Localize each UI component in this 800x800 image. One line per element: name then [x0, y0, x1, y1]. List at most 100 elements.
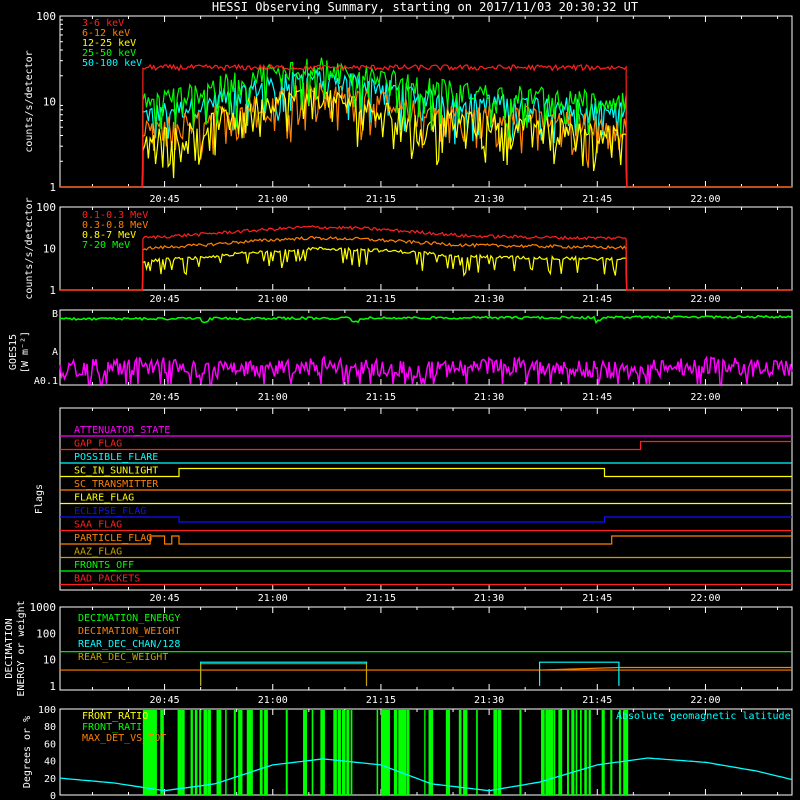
y-axis-label: counts/s/detector: [24, 197, 35, 299]
y-axis-label: Degrees or %: [22, 716, 33, 788]
y-tick-label: 1: [49, 284, 56, 297]
rear-dec-chan-line: [200, 661, 368, 686]
legend-item: DECIMATION_ENERGY: [78, 613, 180, 624]
x-tick-label: 21:00: [258, 392, 288, 403]
series-line: [60, 235, 792, 291]
x-tick-label: 21:30: [474, 194, 504, 205]
front-ratio-bar: [376, 710, 379, 795]
y-axis-label: DECIMATION: [4, 618, 15, 678]
y-tick-label: 80: [44, 722, 56, 733]
y-tick-label: 10: [43, 654, 56, 667]
front-ratio-bar: [160, 710, 164, 795]
y-tick-label: A: [52, 347, 58, 358]
front-ratio-bar: [618, 710, 621, 795]
front-ratio-bar: [177, 710, 182, 795]
series-line: [60, 87, 792, 188]
panels: 20:45 21:00 21:15 21:30 21:45 22:00110100coun…: [4, 10, 793, 800]
y-tick-label: 60: [44, 739, 56, 750]
front-ratio-bar: [216, 710, 222, 795]
series-0-8-7-mev: [60, 246, 792, 291]
series-line: [60, 225, 792, 291]
front-ratio-bar: [194, 710, 198, 795]
x-tick-label: 21:00: [258, 194, 288, 205]
p2-frame: [59, 206, 793, 291]
flag-label: PARTICLE_FLAG: [74, 533, 152, 544]
front-ratio-bar: [341, 710, 346, 795]
y-tick-label: 100: [36, 627, 56, 640]
front-ratio-bar: [566, 710, 569, 795]
front-ratio-bar: [207, 710, 211, 795]
series-50-100-kev: [60, 68, 792, 188]
front-ratio-bar: [380, 710, 386, 795]
front-ratio-bar: [350, 710, 353, 795]
legend-item: DECIMATION_WEIGHT: [78, 626, 180, 637]
series-25-50-kev: [60, 57, 792, 188]
front-ratio-bar: [203, 710, 208, 795]
front-ratio-bars: [142, 710, 629, 795]
flag-label: GAP_FLAG: [74, 439, 122, 450]
front-ratio-bar: [337, 710, 341, 795]
series-12-25-kev: [60, 87, 792, 188]
flag-line: [60, 467, 792, 478]
x-tick-label: 21:00: [258, 695, 288, 706]
front-ratio-bar: [233, 710, 236, 795]
flag-label: FRONTS_OFF: [74, 560, 134, 571]
flag-line: [60, 440, 792, 451]
panel-goes: 20:45 21:00 21:15 21:30 21:45 22:00 A0.1 A B GOES…: [8, 309, 793, 403]
front-ratio-bar: [285, 710, 288, 795]
rear-dec-chan-line: [538, 661, 620, 686]
flag-label: ECLIPSE_FLAG: [74, 506, 146, 517]
flag-label: POSSIBLE_FLARE: [74, 452, 158, 463]
y-tick-label: B: [52, 309, 58, 320]
front-ratio-bar: [458, 710, 462, 795]
p3-frame: [59, 309, 793, 386]
front-ratio-bar: [493, 710, 498, 795]
legend-item: REAR_DEC_WEIGHT: [78, 652, 168, 663]
p6-frame: [59, 708, 793, 796]
front-ratio-bar: [445, 710, 450, 795]
y-tick-label: 1000: [30, 601, 57, 614]
front-ratio-bar: [571, 710, 575, 795]
x-tick-label: 21:15: [366, 593, 396, 604]
front-ratio-bar: [623, 710, 629, 795]
front-ratio-bar: [554, 710, 556, 795]
y-tick-label: 1: [49, 680, 56, 693]
front-ratio-bar: [346, 710, 350, 795]
legend-item: FRONT_RATIO: [82, 722, 148, 733]
goes-short-line: [59, 355, 793, 385]
front-ratio-bar: [238, 710, 243, 795]
front-ratio-bar: [181, 710, 185, 795]
rear-dec-weight-line: [200, 663, 368, 686]
x-tick-label: 21:45: [582, 194, 612, 205]
front-ratio-bar: [558, 710, 563, 795]
legend-item: 0.3-0.8 MeV: [82, 220, 148, 231]
y-axis-unit: [W m⁻²]: [20, 331, 31, 373]
x-tick-label: 21:30: [474, 695, 504, 706]
series-line: [60, 68, 792, 188]
legend-item: MAX_DET_VS_TOT: [82, 733, 166, 744]
panel-x-ray: 20:45 21:00 21:15 21:30 21:45 22:00 1 10 100 coun…: [24, 10, 793, 205]
series-3-6-kev: [60, 63, 792, 188]
panel-gamma: 20:45 21:00 21:15 21:30 21:45 22:00 1 10 100coun…: [24, 197, 793, 305]
y-tick-label: 40: [44, 757, 56, 768]
front-ratio-bar: [424, 710, 426, 795]
flag-line: [60, 516, 792, 523]
x-tick-label: 21:15: [366, 294, 396, 305]
p5-frame: [59, 606, 793, 691]
front-ratio-bar: [225, 710, 227, 795]
y-axis-label: Flags: [34, 484, 45, 514]
x-tick-label: 21:30: [474, 593, 504, 604]
y-tick-label: 10: [43, 243, 56, 256]
y-tick-label: 0: [50, 791, 56, 800]
front-ratio-bar: [402, 710, 407, 795]
y-tick-label: 1: [49, 181, 56, 194]
x-tick-label: 21:00: [258, 294, 288, 305]
legend-item: 50-100 keV: [82, 58, 142, 69]
legend-item: 3-6 keV: [82, 18, 124, 29]
x-tick-label: 21:45: [582, 392, 612, 403]
front-ratio-bar: [588, 710, 591, 795]
y-axis-label-2: ENERGY or weight: [16, 600, 27, 696]
front-ratio-bar: [575, 710, 578, 795]
series-line: [60, 63, 792, 188]
